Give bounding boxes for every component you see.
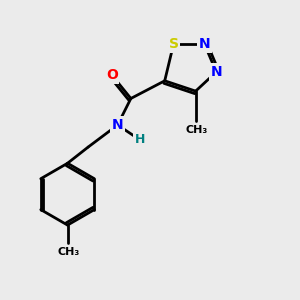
Text: O: O (106, 68, 118, 82)
Text: N: N (112, 118, 123, 132)
Text: CH₃: CH₃ (186, 125, 208, 135)
Text: H: H (134, 133, 145, 146)
Text: N: N (210, 65, 222, 79)
Text: CH₃: CH₃ (58, 247, 80, 257)
Text: N: N (199, 37, 210, 51)
Text: S: S (169, 37, 178, 51)
